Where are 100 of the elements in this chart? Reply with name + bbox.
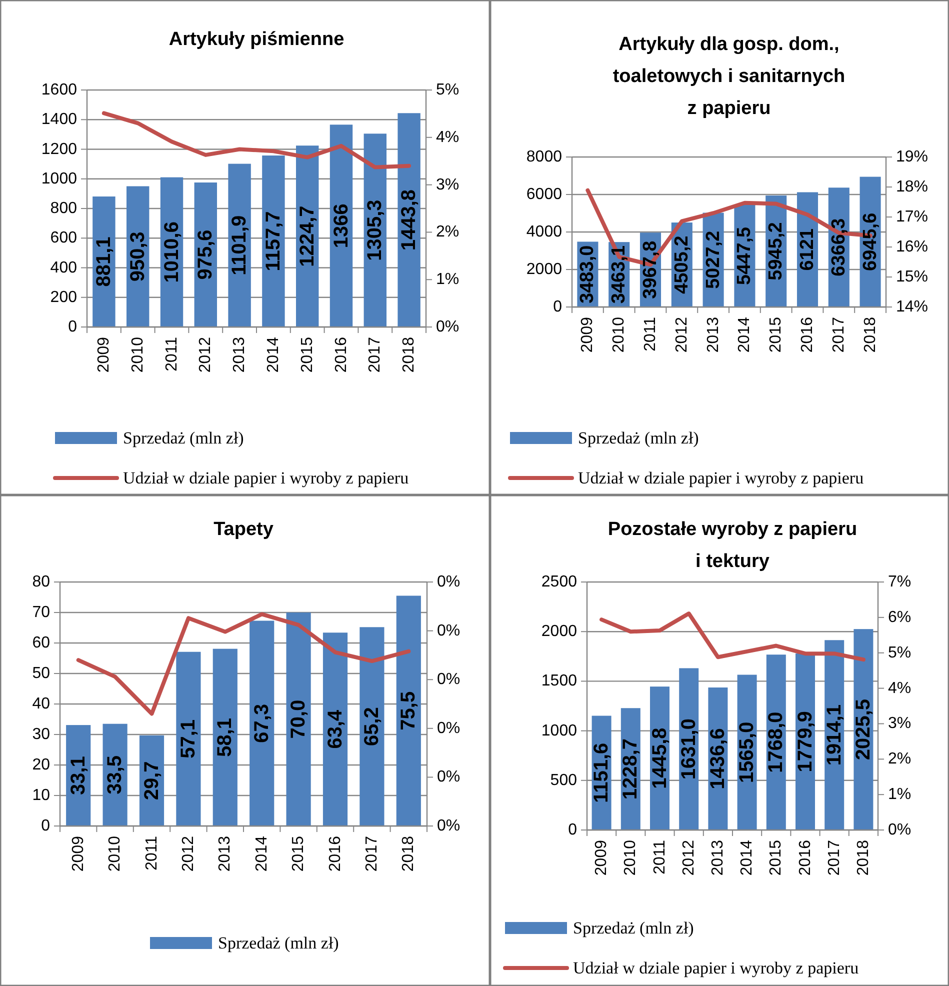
bar	[250, 620, 274, 826]
legend-label: Udział w dziale papier i wyroby z papieru	[573, 958, 860, 978]
data-label: 1445,8	[648, 728, 671, 789]
y-tick-label: 4000	[526, 224, 562, 240]
legend-label: Udział w dziale papier i wyroby z papieru	[578, 468, 864, 488]
y-tick-label: 1200	[41, 140, 78, 158]
line-series	[600, 612, 866, 662]
x-tick-label: 2018	[854, 840, 872, 876]
y2-tick-label: 18%	[896, 178, 928, 196]
data-label: 57,1	[177, 719, 200, 758]
data-label: 75,5	[398, 691, 420, 730]
x-tick-label: 2009	[579, 316, 596, 353]
data-label: 5447,5	[734, 226, 756, 285]
y-tick-label: 2000	[541, 623, 578, 640]
y-tick-label: 40	[32, 696, 50, 712]
y2-tick-label: 0%	[437, 818, 460, 834]
data-label: 1010,6	[160, 222, 183, 283]
x-tick-label: 2009	[95, 336, 112, 373]
y2-tick-label: 0%	[437, 768, 460, 786]
y2-tick-label: 2%	[888, 750, 912, 768]
data-label: 1305,3	[364, 200, 386, 261]
x-tick-label: 2017	[830, 316, 848, 353]
y2-tick-label: 3%	[888, 715, 912, 732]
y2-tick-label: 17%	[896, 208, 928, 226]
legend-label: Sprzedaż (mln zł)	[573, 918, 694, 938]
y-tick-label: 500	[550, 772, 578, 789]
bar	[322, 632, 348, 826]
data-label: 63,4	[324, 708, 346, 749]
data-label: 1157,7	[262, 211, 284, 272]
data-label: 29,7	[140, 761, 163, 800]
data-label: 3483,0	[577, 245, 598, 304]
x-tick-label: 2017	[826, 840, 843, 876]
data-label: 5027,2	[702, 230, 724, 289]
y-tick-label: 50	[32, 665, 50, 682]
data-label: 950,3	[126, 232, 149, 282]
x-tick-label: 2015	[768, 840, 785, 876]
x-tick-label: 2014	[264, 336, 282, 373]
data-label: 1914,1	[823, 704, 846, 766]
y-tick-label: 80	[32, 574, 50, 590]
y2-tick-label: 0%	[888, 822, 912, 838]
y-tick-label: 0	[41, 818, 50, 834]
y-tick-label: 2000	[526, 261, 562, 278]
data-label: 6366,3	[828, 218, 850, 276]
x-tick-label: 2014	[738, 840, 756, 876]
data-label: 1443,8	[398, 189, 420, 251]
y2-tick-label: 1%	[436, 271, 460, 288]
legend-label: Udział w dziale papier i wyroby z papieru	[123, 468, 410, 488]
bar	[360, 627, 384, 826]
y-tick-label: 600	[50, 230, 78, 247]
data-label: 67,3	[250, 704, 273, 743]
data-label: 3463,1	[608, 245, 630, 304]
x-tick-label: 2010	[622, 840, 640, 876]
x-tick-label: 2013	[231, 336, 248, 373]
y-tick-label: 0	[568, 822, 578, 838]
x-tick-label: 2018	[400, 336, 418, 373]
x-tick-label: 2016	[799, 316, 816, 353]
x-tick-label: 2011	[163, 336, 180, 372]
y2-tick-label: 7%	[888, 574, 912, 590]
chart-title: Artykuły piśmienne	[168, 29, 344, 50]
x-tick-label: 2010	[610, 316, 628, 353]
data-label: 1436,6	[706, 728, 729, 790]
x-tick-label: 2015	[298, 336, 316, 373]
x-tick-label: 2012	[680, 840, 698, 876]
data-label: 5945,2	[766, 222, 787, 280]
y-tick-label: 60	[32, 634, 50, 652]
y-tick-label: 1500	[541, 672, 578, 690]
bar	[176, 652, 201, 826]
data-label: 1224,7	[296, 206, 318, 267]
x-tick-label: 2013	[216, 836, 234, 872]
y-tick-label: 6000	[526, 186, 562, 203]
y2-tick-label: 3%	[436, 176, 460, 194]
y2-tick-label: 2%	[436, 224, 460, 241]
y-tick-label: 1000	[41, 170, 78, 188]
bar	[262, 156, 285, 327]
legend-label: Sprzedaż (mln zł)	[578, 428, 699, 448]
bar	[228, 164, 251, 327]
bar	[398, 113, 420, 327]
y2-tick-label: 6%	[888, 608, 912, 626]
x-tick-label: 2009	[593, 840, 610, 876]
data-label: 881,1	[92, 236, 115, 287]
x-tick-label: 2012	[180, 836, 197, 872]
data-label: 1228,7	[620, 738, 642, 800]
data-label: 3967,8	[640, 240, 661, 299]
y2-tick-label: 15%	[896, 268, 928, 286]
y-tick-label: 70	[32, 604, 50, 621]
chart-title: Tapety	[214, 519, 274, 540]
y2-tick-label: 5%	[436, 82, 460, 98]
bar	[396, 596, 421, 826]
x-tick-label: 2013	[709, 840, 726, 876]
y-tick-label: 10	[32, 787, 50, 804]
data-label: 58,1	[214, 718, 236, 757]
y-tick-label: 1600	[41, 82, 78, 98]
x-tick-label: 2011	[642, 316, 659, 352]
data-label: 975,6	[194, 230, 217, 280]
y2-tick-label: 16%	[896, 238, 928, 256]
x-tick-label: 2018	[862, 316, 879, 353]
data-label: 1565,0	[736, 722, 758, 783]
bar	[212, 648, 238, 826]
x-tick-label: 2009	[70, 836, 87, 872]
y2-tick-label: 1%	[888, 786, 912, 804]
